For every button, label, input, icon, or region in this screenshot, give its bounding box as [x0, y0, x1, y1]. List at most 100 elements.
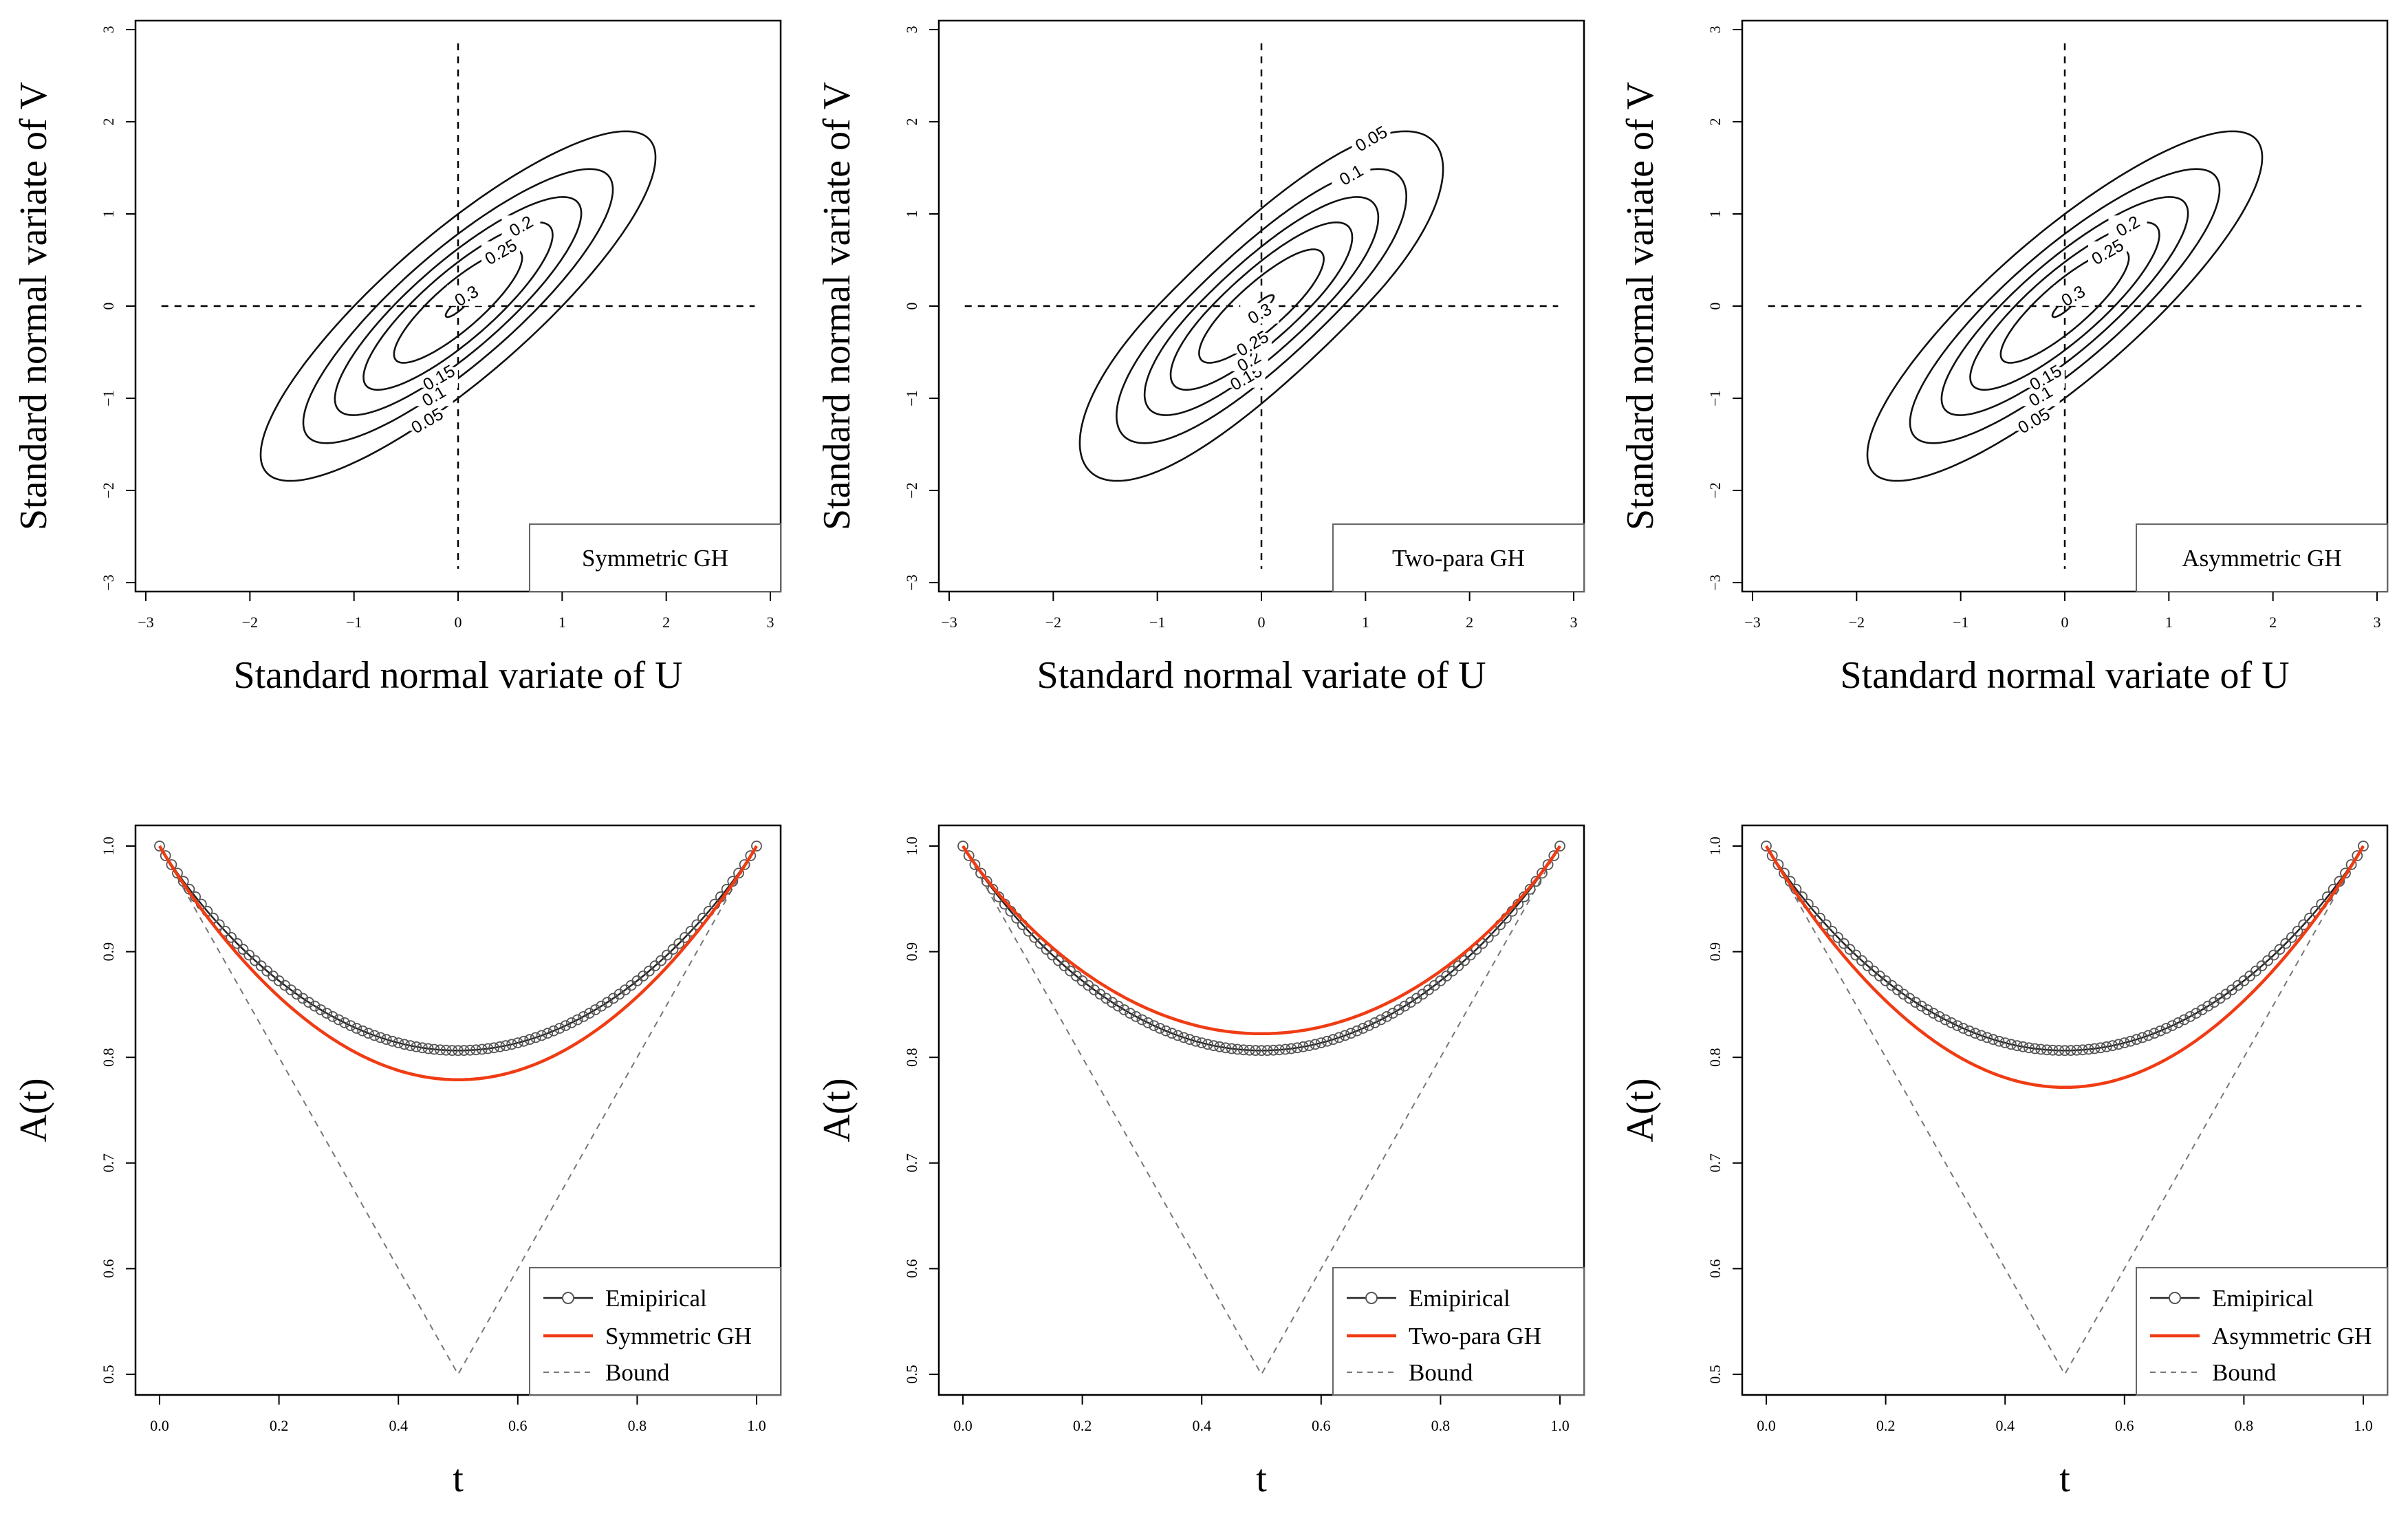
empirical-point — [1297, 1041, 1309, 1052]
x-tick-label: −3 — [1744, 614, 1760, 631]
empirical-point — [2113, 1039, 2125, 1050]
empirical-point — [1375, 1014, 1387, 1026]
empirical-point — [2017, 1041, 2029, 1052]
empirical-point — [2005, 1039, 2017, 1050]
empirical-point — [470, 1044, 481, 1056]
empirical-point — [679, 932, 691, 943]
x-axis-label: Standard normal variate of U — [233, 654, 682, 697]
empirical-point — [602, 997, 613, 1008]
contour-label-bg — [1240, 303, 1279, 324]
x-tick-label: 0.2 — [270, 1417, 289, 1434]
x-axis-label: t — [453, 1458, 464, 1500]
empirical-point — [1310, 1039, 1321, 1050]
empirical-point — [1975, 1030, 1987, 1041]
empirical-point — [1969, 1028, 1981, 1039]
empirical-point — [2345, 859, 2357, 870]
fitted-line — [962, 845, 1561, 1036]
contour-label-bg — [1233, 332, 1272, 354]
x-tick-label: −2 — [242, 614, 258, 631]
empirical-point — [2358, 841, 2369, 852]
x-tick-label: 1.0 — [747, 1417, 766, 1434]
empirical-point — [219, 925, 231, 937]
empirical-point — [362, 1028, 374, 1039]
x-tick-label: −1 — [1953, 614, 1968, 631]
y-tick-label: 1.0 — [1706, 836, 1724, 856]
legend-label-bound: Bound — [2212, 1359, 2277, 1386]
contour-label-bg — [481, 241, 520, 262]
empirical-point — [429, 1043, 440, 1055]
empirical-point — [739, 859, 750, 870]
legend-label: Symmetric GH — [582, 545, 728, 572]
empirical-point — [987, 883, 999, 895]
empirical-point — [339, 1017, 351, 1028]
empirical-point — [745, 850, 757, 861]
empirical-point — [685, 925, 697, 937]
empirical-point — [2059, 1045, 2070, 1057]
empirical-point — [548, 1025, 559, 1037]
x-tick-label: 0.8 — [1431, 1417, 1451, 1434]
empirical-point — [1339, 1030, 1351, 1041]
empirical-point — [1387, 1008, 1398, 1019]
legend-label-fitted: Asymmetric GH — [2212, 1323, 2372, 1350]
empirical-point — [1838, 938, 1850, 949]
y-tick-label: 3 — [1706, 26, 1724, 34]
contour-line-0.15 — [1940, 196, 2189, 416]
empirical-point — [494, 1041, 506, 1052]
empirical-point — [584, 1008, 595, 1019]
empirical-point — [655, 955, 666, 966]
empirical-point — [1333, 1032, 1345, 1043]
empirical-point — [345, 1020, 356, 1031]
empirical-point — [530, 1032, 541, 1043]
x-tick-label: 1.0 — [2354, 1417, 2373, 1434]
empirical-point — [2101, 1041, 2112, 1052]
y-axis-label: A(t) — [12, 1078, 55, 1142]
empirical-point — [560, 1020, 572, 1031]
empirical-point — [1327, 1034, 1339, 1046]
empirical-point — [578, 1011, 589, 1022]
empirical-point — [1292, 1042, 1303, 1054]
empirical-point — [2268, 949, 2279, 961]
contour-label-bg — [419, 367, 458, 388]
x-tick-label: −2 — [1849, 614, 1865, 631]
x-tick-label: 0.6 — [508, 1417, 528, 1434]
empirical-point — [1987, 1034, 1999, 1046]
empirical-point — [2065, 1045, 2076, 1057]
empirical-point — [315, 1004, 327, 1015]
x-tick-label: 0 — [1258, 614, 1266, 631]
dependence-panel-1: 0.0 0.2 0.4 0.6 0.8 1.0 0.5 0.6 0.7 0.8 0.9 1.0 t A(t… — [12, 824, 782, 1500]
y-tick-label: 0.6 — [903, 1259, 920, 1279]
empirical-point — [1537, 867, 1548, 879]
empirical-point — [1922, 1004, 1933, 1015]
empirical-point — [2041, 1044, 2052, 1056]
empirical-point — [1826, 925, 1838, 937]
legend-marker-empirical — [1365, 1292, 1378, 1304]
y-tick-label: 0.7 — [903, 1154, 920, 1173]
y-tick-label: 1 — [903, 210, 920, 218]
y-tick-label: 0.8 — [100, 1048, 117, 1067]
empirical-point — [1946, 1017, 1957, 1028]
x-tick-label: 0 — [455, 614, 462, 631]
y-tick-label: 0.5 — [100, 1365, 117, 1384]
empirical-point — [1184, 1034, 1195, 1046]
x-tick-label: 0 — [2061, 614, 2069, 631]
empirical-point — [243, 949, 255, 961]
y-tick-label: 0 — [100, 303, 117, 310]
x-tick-label: 2 — [2269, 614, 2277, 631]
empirical-point — [1459, 955, 1471, 966]
legend-box — [529, 1267, 781, 1396]
empirical-point — [2167, 1020, 2178, 1031]
contour-label: 0.25 — [2088, 236, 2127, 270]
contour-line-0.2 — [1169, 221, 1354, 391]
contour-line-0.05 — [1866, 130, 2264, 482]
empirical-point — [1214, 1041, 1226, 1052]
y-tick-label: 2 — [100, 118, 117, 126]
empirical-point — [2149, 1028, 2160, 1039]
empirical-point — [404, 1040, 416, 1052]
empirical-point — [2172, 1017, 2184, 1028]
empirical-point — [1268, 1044, 1279, 1056]
empirical-point — [1464, 949, 1476, 961]
empirical-point — [661, 949, 673, 961]
contour-line-0.25 — [1198, 248, 1325, 364]
empirical-point — [1766, 850, 1778, 861]
empirical-line — [1765, 845, 2365, 1052]
